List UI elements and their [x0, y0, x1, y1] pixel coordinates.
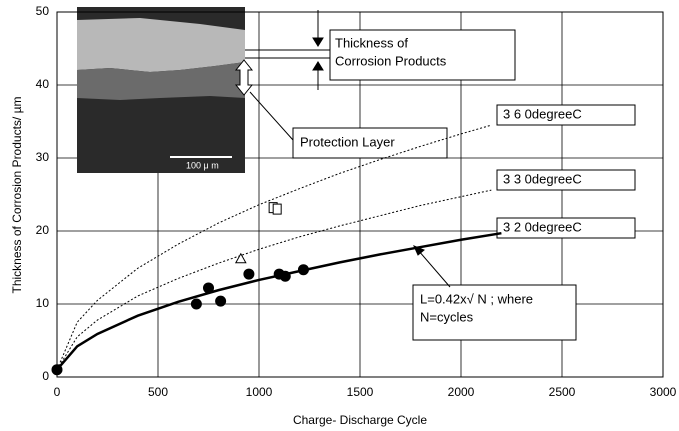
x-tick-label: 2000 — [448, 385, 475, 399]
point — [273, 204, 281, 214]
x-tick-label: 0 — [54, 385, 61, 399]
y-axis-label: Thickness of Corrosion Products/ µm — [10, 97, 24, 294]
x-axis-label: Charge- Discharge Cycle — [293, 413, 427, 427]
annotation: Thickness of — [335, 35, 408, 50]
annotation: 3 3 0degreeC — [503, 171, 582, 186]
arrowhead — [313, 38, 323, 46]
point — [280, 271, 290, 281]
annotation: 3 6 0degreeC — [503, 106, 582, 121]
x-tick-label: 3000 — [650, 385, 677, 399]
y-tick-label: 40 — [36, 77, 50, 91]
arrowhead — [313, 62, 323, 70]
curve — [57, 190, 491, 370]
x-tick-label: 500 — [148, 385, 168, 399]
x-tick-label: 2500 — [549, 385, 576, 399]
y-tick-label: 30 — [36, 150, 50, 164]
y-tick-label: 0 — [42, 369, 49, 383]
point — [204, 283, 214, 293]
arrow — [418, 250, 450, 287]
annotation: Corrosion Products — [335, 53, 447, 68]
x-tick-label: 1000 — [246, 385, 273, 399]
chart: Thickness of Corrosion Products Protection… — [0, 0, 679, 431]
y-tick-label: 10 — [36, 296, 50, 310]
point — [244, 269, 254, 279]
x-tick-label: 1500 — [347, 385, 374, 399]
annotation: 3 2 0degreeC — [503, 219, 582, 234]
pointer — [250, 92, 293, 140]
annotation: N=cycles — [420, 309, 474, 324]
y-tick-label: 20 — [36, 223, 50, 237]
y-tick-label: 50 — [36, 4, 50, 18]
point — [236, 254, 246, 263]
point — [298, 265, 308, 275]
point — [216, 296, 226, 306]
annotation: Protection Layer — [300, 134, 395, 149]
micrograph — [77, 7, 245, 173]
annotation: L=0.42x√ N ; where — [420, 291, 533, 306]
annotation: 100 μ m — [186, 160, 219, 170]
point — [191, 299, 201, 309]
